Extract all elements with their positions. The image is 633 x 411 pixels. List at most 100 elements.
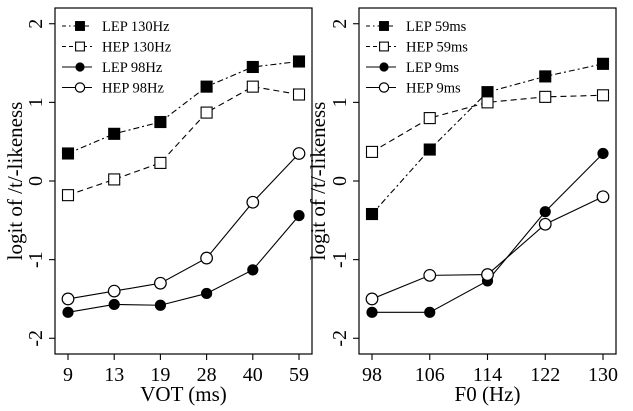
data-point bbox=[539, 90, 552, 103]
x-axis-title: F0 (Hz) bbox=[455, 382, 521, 406]
y-tick-label: 2 bbox=[25, 19, 47, 29]
data-point bbox=[154, 156, 167, 169]
series-line bbox=[67, 215, 300, 313]
data-point bbox=[423, 112, 436, 125]
series-line bbox=[372, 153, 604, 313]
series-line bbox=[67, 86, 300, 196]
x-tick-label: 40 bbox=[243, 364, 263, 386]
series-line bbox=[67, 60, 300, 154]
data-point bbox=[424, 306, 436, 318]
x-tick-label: 19 bbox=[150, 364, 170, 386]
series-hep-59ms bbox=[365, 89, 610, 158]
x-tick-label: 106 bbox=[415, 364, 445, 386]
series-lep-9ms bbox=[366, 147, 609, 318]
left-chart-panel: -2 -1 0 1 2 9 13 19 28 40 59 VOT (ms) logit of /t/-l… bbox=[3, 7, 313, 406]
data-point bbox=[200, 80, 213, 93]
legend-label: HEP 98Hz bbox=[102, 81, 164, 97]
x-tick-label: 122 bbox=[530, 364, 560, 386]
series-lep-59ms bbox=[365, 57, 610, 221]
data-point bbox=[538, 217, 552, 231]
data-point bbox=[597, 147, 609, 160]
data-point bbox=[246, 195, 260, 209]
legend-label: LEP 130Hz bbox=[102, 19, 170, 35]
data-point bbox=[61, 189, 75, 202]
x-tick-label: 13 bbox=[104, 364, 124, 386]
data-point bbox=[108, 298, 120, 311]
series-lep-98hz bbox=[62, 210, 305, 318]
series-lep-130hz bbox=[61, 55, 306, 160]
data-point bbox=[539, 70, 552, 83]
y-tick-label: 0 bbox=[329, 176, 351, 186]
data-point bbox=[596, 57, 610, 70]
data-point bbox=[366, 306, 378, 318]
data-point bbox=[423, 143, 436, 156]
data-point bbox=[201, 287, 213, 300]
series-hep-130hz bbox=[61, 80, 306, 202]
legend-label: LEP 9ms bbox=[406, 60, 459, 76]
x-tick-label: 98 bbox=[362, 364, 382, 386]
data-point bbox=[539, 206, 551, 218]
legend-label: HEP 130Hz bbox=[102, 40, 172, 56]
data-point bbox=[365, 145, 379, 158]
data-point bbox=[62, 306, 74, 318]
data-point bbox=[108, 173, 121, 186]
y-tick-label: 2 bbox=[329, 19, 351, 29]
data-point bbox=[596, 190, 610, 204]
data-point bbox=[153, 276, 167, 290]
data-point bbox=[481, 268, 494, 281]
legend-label: LEP 98Hz bbox=[102, 60, 163, 76]
legend-marker bbox=[75, 41, 85, 52]
legend-label: LEP 59ms bbox=[406, 19, 467, 35]
data-point bbox=[365, 207, 379, 221]
legend-marker bbox=[74, 82, 86, 93]
legend-marker bbox=[379, 41, 389, 52]
data-point bbox=[481, 86, 494, 99]
data-point bbox=[292, 55, 306, 68]
data-point bbox=[200, 251, 214, 265]
data-point bbox=[292, 88, 306, 101]
data-point bbox=[293, 210, 305, 222]
legend-marker bbox=[378, 82, 390, 93]
series-hep-9ms bbox=[365, 190, 610, 306]
legend: LEP 59ms HEP 59ms LEP 9ms HEP 9ms bbox=[366, 19, 468, 97]
x-tick-label: 28 bbox=[197, 364, 217, 386]
data-point bbox=[61, 147, 75, 160]
data-point bbox=[247, 264, 259, 276]
series-line bbox=[67, 153, 300, 300]
data-point bbox=[154, 115, 167, 129]
data-point bbox=[61, 292, 75, 306]
x-axis-title: VOT (ms) bbox=[140, 382, 227, 406]
data-point bbox=[107, 284, 121, 298]
y-axis-title: logit of /t/-likeness bbox=[3, 102, 27, 261]
data-point bbox=[365, 292, 379, 306]
legend-marker bbox=[379, 21, 389, 31]
y-tick-label: -1 bbox=[329, 251, 351, 268]
data-point bbox=[423, 268, 437, 282]
x-tick-label: 130 bbox=[588, 364, 618, 386]
legend-marker bbox=[75, 62, 85, 72]
y-tick-label: 1 bbox=[329, 97, 351, 107]
y-tick-label: 0 bbox=[25, 176, 47, 186]
legend-marker bbox=[75, 21, 85, 31]
y-tick-label: -2 bbox=[25, 330, 47, 347]
data-point bbox=[246, 60, 259, 74]
y-tick-label: 1 bbox=[25, 97, 47, 107]
series-line bbox=[371, 63, 604, 215]
data-point bbox=[246, 80, 259, 93]
x-tick-label: 59 bbox=[289, 364, 309, 386]
legend: LEP 130Hz HEP 130Hz LEP 98Hz HEP 98Hz bbox=[62, 19, 172, 97]
data-point bbox=[292, 147, 306, 160]
series-line bbox=[371, 94, 604, 153]
data-point bbox=[596, 89, 610, 102]
legend-label: HEP 9ms bbox=[406, 81, 461, 97]
data-point bbox=[154, 299, 166, 311]
right-chart-panel: -2 -1 0 1 2 98 106 114 122 130 F0 (Hz) logit of /t/… bbox=[306, 7, 618, 406]
data-point bbox=[481, 96, 494, 109]
y-tick-label: -1 bbox=[25, 251, 47, 268]
y-axis-title: logit of /t/-likeness bbox=[306, 102, 330, 261]
x-tick-label: 114 bbox=[473, 364, 502, 386]
plot-frame bbox=[358, 7, 617, 355]
y-tick-label: -2 bbox=[329, 330, 351, 347]
